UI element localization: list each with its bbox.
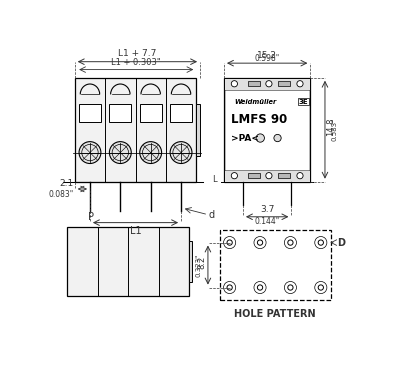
Bar (248, 81, 260, 86)
Circle shape (256, 134, 264, 142)
Circle shape (297, 81, 303, 87)
Text: 3.7: 3.7 (260, 205, 274, 214)
Text: 2.1: 2.1 (59, 179, 73, 187)
Text: 8.2: 8.2 (198, 255, 206, 269)
Bar (79, 104, 101, 122)
Circle shape (227, 240, 232, 245)
Text: 15.2: 15.2 (257, 51, 277, 60)
Circle shape (297, 173, 303, 179)
Circle shape (110, 142, 131, 163)
Text: LMFS 90: LMFS 90 (231, 113, 287, 126)
Text: 0.583": 0.583" (332, 118, 338, 141)
Text: L: L (212, 176, 217, 184)
Text: P: P (88, 212, 94, 222)
Bar (278, 173, 290, 178)
Circle shape (170, 142, 192, 163)
Circle shape (266, 81, 272, 87)
Circle shape (227, 285, 232, 290)
Bar (140, 104, 162, 122)
Circle shape (288, 285, 293, 290)
Circle shape (257, 285, 263, 290)
Text: >PA<: >PA< (231, 133, 259, 142)
Circle shape (266, 173, 272, 179)
Text: 0.598": 0.598" (254, 54, 280, 63)
Circle shape (257, 240, 263, 245)
Text: D: D (337, 238, 345, 248)
Bar (224, 170, 310, 182)
Text: L1 + 0.303": L1 + 0.303" (112, 58, 161, 67)
Circle shape (274, 135, 281, 142)
Bar (225, 90, 309, 170)
Text: 3E: 3E (299, 99, 308, 104)
Bar (68, 227, 189, 296)
Bar (170, 104, 192, 122)
Circle shape (231, 173, 238, 179)
Circle shape (140, 142, 162, 163)
Bar (224, 78, 310, 90)
Text: L1: L1 (130, 226, 141, 236)
Text: 0.323": 0.323" (196, 253, 202, 277)
Bar (220, 230, 331, 300)
Bar (248, 173, 260, 178)
Text: d: d (209, 210, 215, 220)
Bar (196, 104, 200, 156)
Circle shape (318, 240, 324, 245)
Text: L1 + 7.7: L1 + 7.7 (118, 49, 156, 58)
Text: Weidmüller: Weidmüller (234, 99, 277, 104)
Text: 14.8: 14.8 (326, 117, 336, 136)
Bar (110, 104, 131, 122)
Text: HOLE PATTERN: HOLE PATTERN (234, 309, 316, 319)
Bar (278, 81, 290, 86)
Text: 0.083": 0.083" (48, 190, 73, 200)
Bar (75, 78, 196, 182)
Circle shape (318, 285, 324, 290)
Bar (189, 241, 192, 282)
Text: 0.144": 0.144" (254, 217, 280, 226)
Circle shape (288, 240, 293, 245)
Circle shape (79, 142, 101, 163)
Circle shape (231, 81, 238, 87)
Bar (224, 78, 310, 182)
